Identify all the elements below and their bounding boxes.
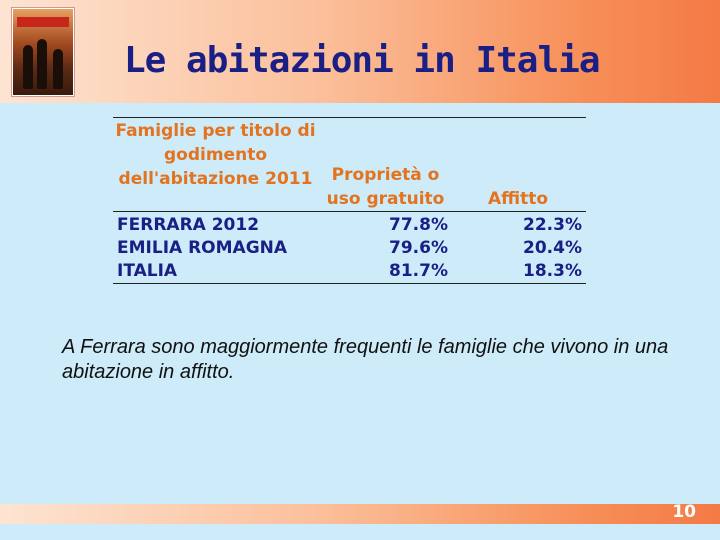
table-row: EMILIA ROMAGNA 79.6% 20.4%	[113, 236, 586, 260]
photo-figure	[53, 49, 63, 89]
table-header-ownership: Proprietà o uso gratuito	[326, 165, 445, 209]
row-ownership-value: 79.6%	[389, 238, 448, 258]
slide-title: Le abitazioni in Italia	[124, 40, 600, 81]
photo-sign	[17, 17, 69, 27]
table-row: ITALIA 81.7% 18.3%	[113, 259, 586, 283]
row-ownership-value: 77.8%	[389, 215, 448, 235]
table-top-rule	[113, 117, 586, 118]
table-mid-rule	[113, 211, 586, 212]
photo-figure	[23, 45, 33, 89]
header-photo-image	[12, 8, 74, 96]
row-rent-value: 20.4%	[523, 238, 582, 258]
housing-table: Famiglie per titolo di godimento dell'ab…	[113, 117, 586, 284]
row-label: FERRARA 2012	[117, 215, 260, 235]
slide-caption: A Ferrara sono maggiormente frequenti le…	[62, 336, 669, 383]
table-row: FERRARA 2012 77.8% 22.3%	[113, 213, 586, 237]
table-bottom-rule	[113, 283, 586, 284]
row-label: EMILIA ROMAGNA	[117, 238, 288, 258]
row-ownership-value: 81.7%	[389, 261, 448, 281]
footer-bar	[0, 504, 720, 524]
table-header-families: Famiglie per titolo di godimento dell'ab…	[115, 121, 316, 189]
header-bar	[0, 0, 720, 103]
page-number: 10	[672, 502, 696, 522]
table-header-rent: Affitto	[487, 189, 549, 209]
row-rent-value: 18.3%	[523, 261, 582, 281]
row-label: ITALIA	[117, 261, 178, 281]
photo-figure	[37, 39, 47, 89]
row-rent-value: 22.3%	[523, 215, 582, 235]
